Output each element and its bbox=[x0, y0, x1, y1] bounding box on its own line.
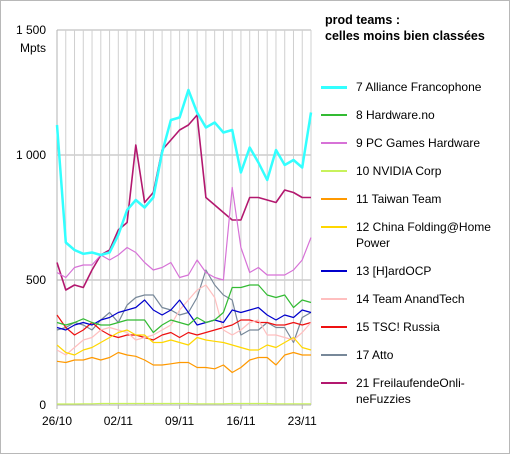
legend-swatch bbox=[321, 326, 347, 328]
series-line-9 bbox=[56, 314, 312, 341]
legend-title: prod teams : celles moins bien classées bbox=[325, 12, 485, 44]
series-line-7 bbox=[56, 299, 312, 331]
series-line-6 bbox=[56, 329, 312, 356]
x-tick-label: 16/11 bbox=[226, 414, 255, 428]
legend-swatch bbox=[321, 198, 347, 200]
y-axis-unit: Mpts bbox=[20, 41, 46, 55]
legend-label: 10 NVIDIA Corp bbox=[356, 164, 442, 178]
legend-swatch bbox=[321, 142, 347, 144]
legend-title-line-2: celles moins bien classées bbox=[325, 29, 485, 43]
legend-swatch bbox=[321, 298, 347, 300]
legend-label: 12 China Folding@Home Power bbox=[356, 220, 491, 250]
legend-label: 17 Atto bbox=[356, 348, 394, 362]
legend-label: 15 TSC! Russia bbox=[356, 320, 440, 334]
series-line-3 bbox=[56, 186, 312, 281]
series-line-2 bbox=[56, 284, 312, 334]
legend-label: 8 Hardware.no bbox=[356, 108, 435, 122]
series-line-1 bbox=[55, 88, 313, 257]
y-tick-label: 0 bbox=[39, 398, 46, 412]
series-line-5 bbox=[56, 351, 311, 374]
legend-label: 14 Team AnandTech bbox=[356, 292, 465, 306]
legend-swatch bbox=[321, 382, 347, 384]
tick-labels: 0 500 1 000 1 500 Mpts 26/10 02/11 09/11 16/11 23… bbox=[16, 23, 317, 428]
y-tick-label: 1 500 bbox=[16, 23, 46, 37]
legend-label: 7 Alliance Francophone bbox=[356, 80, 482, 94]
x-tick-label: 02/11 bbox=[104, 414, 133, 428]
x-tick-label: 26/10 bbox=[42, 414, 72, 428]
legend-swatch bbox=[321, 114, 347, 116]
legend-label: 13 [H]ardOCP bbox=[356, 264, 432, 278]
legend-swatch bbox=[321, 170, 347, 172]
series-line-8 bbox=[56, 284, 312, 356]
x-tick-label: 09/11 bbox=[165, 414, 194, 428]
series-line-11 bbox=[56, 114, 311, 291]
gridlines bbox=[56, 29, 312, 406]
series-line-4 bbox=[57, 402, 311, 405]
legend-label: 9 PC Games Hardware bbox=[356, 136, 481, 150]
x-tick-label: 23/11 bbox=[288, 414, 317, 428]
y-tick-label: 500 bbox=[26, 273, 46, 287]
legend-swatch bbox=[321, 226, 347, 228]
legend-title-line-1: prod teams : bbox=[325, 13, 401, 27]
legend-label: 21 FreilaufendeOnli-neFuzzies bbox=[356, 376, 465, 406]
legend-swatch bbox=[321, 270, 347, 272]
legend-swatch bbox=[321, 86, 347, 89]
series-lines bbox=[55, 88, 313, 405]
legend-swatch bbox=[321, 354, 347, 356]
legend-label: 11 Taiwan Team bbox=[356, 192, 442, 206]
axes bbox=[56, 30, 311, 409]
y-tick-label: 1 000 bbox=[16, 148, 46, 162]
